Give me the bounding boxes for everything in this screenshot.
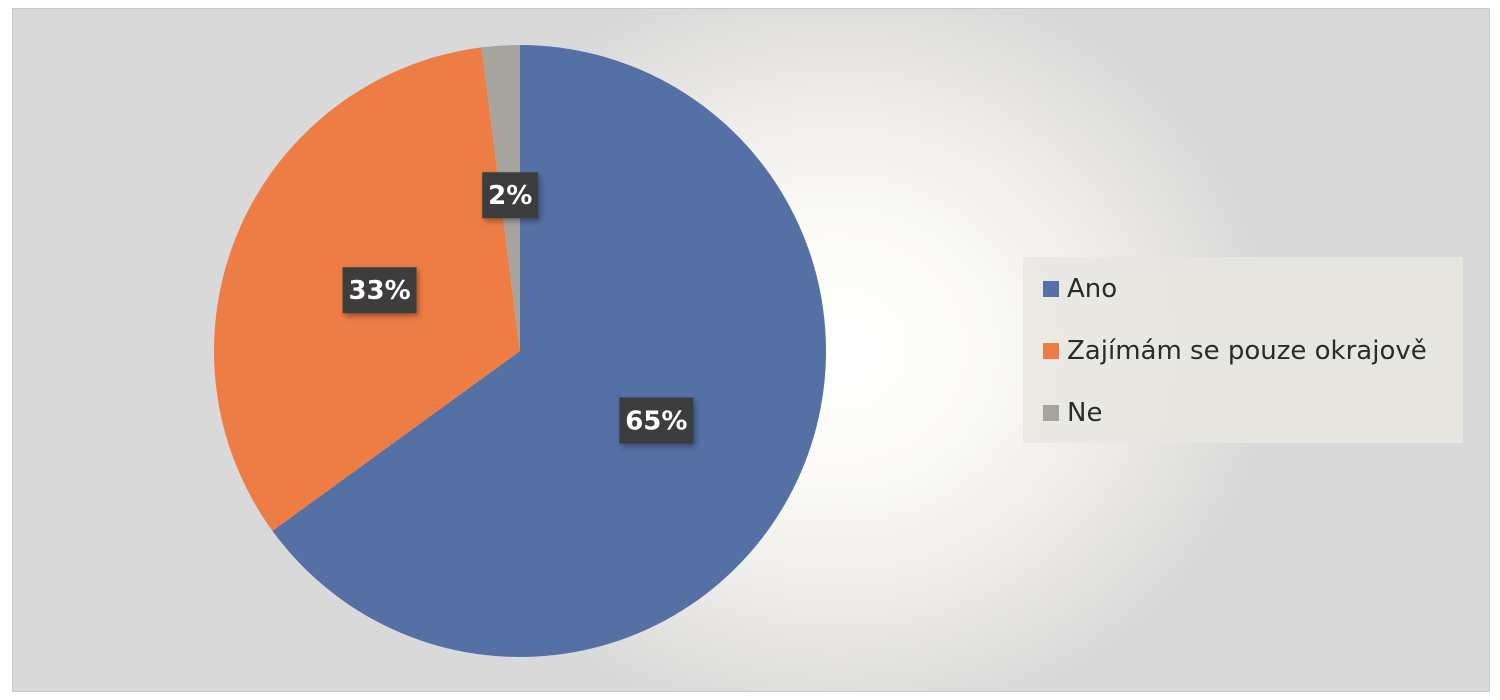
legend-item-ne: Ne: [1043, 398, 1102, 428]
data-label-box-zajimam: [342, 267, 417, 314]
chart-area: 65% 33% 2% Ano Zajímám se pouze okrajově N…: [12, 8, 1490, 692]
legend-item-ano: Ano: [1043, 274, 1117, 304]
pie-chart: 65% 33% 2%: [213, 45, 826, 658]
legend-swatch-ne: [1043, 405, 1059, 421]
data-label-ano: 65%: [619, 397, 694, 444]
data-label-text-ne: 2%: [488, 181, 532, 211]
legend-label-ne: Ne: [1067, 398, 1103, 428]
legend-swatch-zajimam: [1043, 343, 1059, 359]
data-label-zajimam: 33%: [342, 267, 417, 314]
data-label-text-zajimam: 33%: [348, 276, 410, 306]
data-label-ne: 2%: [482, 172, 539, 219]
pie-slice-ano: [272, 45, 826, 658]
data-label-text-ano: 65%: [625, 406, 687, 436]
legend-label-zajimam: Zajímám se pouze okrajově: [1067, 336, 1427, 366]
data-label-box-ano: [619, 397, 694, 444]
data-label-box-ne: [482, 172, 539, 219]
legend-swatch-ano: [1043, 281, 1059, 297]
legend-item-zajimam: Zajímám se pouze okrajově: [1043, 336, 1427, 366]
legend-label-ano: Ano: [1067, 274, 1118, 304]
legend: Ano Zajímám se pouze okrajově Ne: [1023, 257, 1463, 443]
